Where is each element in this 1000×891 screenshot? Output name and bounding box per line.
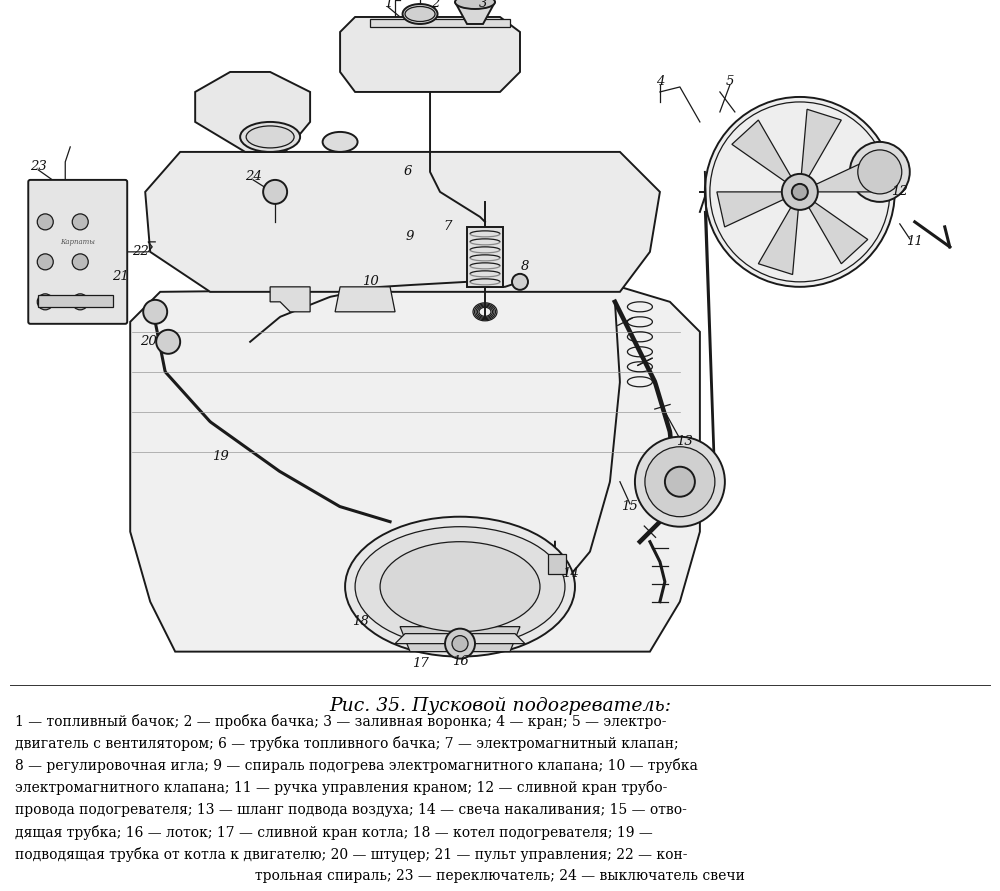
Polygon shape <box>806 199 868 264</box>
Polygon shape <box>801 110 841 182</box>
Text: дящая трубка; 16 — лоток; 17 — сливной кран котла; 18 — котел подогревателя; 19 : дящая трубка; 16 — лоток; 17 — сливной к… <box>15 825 653 839</box>
Bar <box>467 227 503 287</box>
Text: 19: 19 <box>212 450 229 463</box>
Polygon shape <box>270 287 310 312</box>
Text: Рис. 35. Пусковой подогреватель:: Рис. 35. Пусковой подогреватель: <box>329 698 671 715</box>
Text: 20: 20 <box>140 335 157 348</box>
Circle shape <box>452 635 468 651</box>
Text: 12: 12 <box>891 185 908 199</box>
Circle shape <box>665 467 695 496</box>
Circle shape <box>72 214 88 230</box>
Text: 23: 23 <box>30 160 47 174</box>
Circle shape <box>512 274 528 290</box>
Text: 1 — топливный бачок; 2 — пробка бачка; 3 — заливная воронка; 4 — кран; 5 — элект: 1 — топливный бачок; 2 — пробка бачка; 3… <box>15 714 666 729</box>
Circle shape <box>143 300 167 323</box>
Circle shape <box>37 294 53 310</box>
Bar <box>548 553 566 574</box>
Text: подводящая трубка от котла к двигателю; 20 — штуцер; 21 — пульт управления; 22 —: подводящая трубка от котла к двигателю; … <box>15 846 688 862</box>
Circle shape <box>72 254 88 270</box>
Circle shape <box>635 437 725 527</box>
Polygon shape <box>335 287 395 312</box>
Text: 1: 1 <box>384 0 392 11</box>
Circle shape <box>705 97 895 287</box>
Circle shape <box>782 174 818 210</box>
Text: 11: 11 <box>906 235 923 249</box>
Polygon shape <box>732 120 794 185</box>
Ellipse shape <box>323 132 358 151</box>
Text: 24: 24 <box>245 170 262 184</box>
Polygon shape <box>340 17 520 92</box>
Bar <box>370 19 510 27</box>
Polygon shape <box>395 634 525 643</box>
Text: 2: 2 <box>431 0 439 11</box>
Circle shape <box>858 150 902 194</box>
Text: двигатель с вентилятором; 6 — трубка топливного бачка; 7 — электромагнитный клап: двигатель с вентилятором; 6 — трубка топ… <box>15 736 679 751</box>
Circle shape <box>72 294 88 310</box>
Text: 9: 9 <box>406 231 414 243</box>
Text: 22: 22 <box>132 245 149 258</box>
Text: трольная спираль; 23 — переключатель; 24 — выключатель свечи: трольная спираль; 23 — переключатель; 24… <box>255 869 745 883</box>
Text: 8 — регулировочная игла; 9 — спираль подогрева электромагнитного клапана; 10 — т: 8 — регулировочная игла; 9 — спираль под… <box>15 758 698 773</box>
Ellipse shape <box>345 517 575 657</box>
Circle shape <box>37 254 53 270</box>
Text: 14: 14 <box>562 568 578 580</box>
Polygon shape <box>811 157 883 192</box>
Text: 17: 17 <box>412 658 428 670</box>
Polygon shape <box>195 72 310 151</box>
Text: 8: 8 <box>521 260 529 274</box>
Text: электромагнитного клапана; 11 — ручка управления краном; 12 — сливной кран трубо: электромагнитного клапана; 11 — ручка уп… <box>15 781 667 796</box>
Text: 7: 7 <box>444 220 452 233</box>
Polygon shape <box>400 626 520 651</box>
Polygon shape <box>145 151 660 292</box>
Circle shape <box>645 446 715 517</box>
Text: 18: 18 <box>352 615 368 628</box>
Circle shape <box>792 184 808 200</box>
Bar <box>38 295 113 307</box>
Ellipse shape <box>403 4 438 24</box>
Circle shape <box>850 142 910 202</box>
Text: Карпаты: Карпаты <box>60 238 95 246</box>
Text: 4: 4 <box>656 76 664 88</box>
Ellipse shape <box>246 126 294 148</box>
FancyBboxPatch shape <box>28 180 127 323</box>
Ellipse shape <box>380 542 540 632</box>
Text: провода подогревателя; 13 — шланг подвода воздуха; 14 — свеча накаливания; 15 — : провода подогревателя; 13 — шланг подвод… <box>15 803 687 816</box>
Text: 13: 13 <box>677 435 693 448</box>
Circle shape <box>156 330 180 354</box>
Circle shape <box>445 629 475 658</box>
Text: 21: 21 <box>112 270 129 283</box>
Text: 10: 10 <box>362 275 378 289</box>
Ellipse shape <box>355 527 565 647</box>
Text: 3: 3 <box>479 0 487 11</box>
Polygon shape <box>717 192 789 227</box>
Text: 16: 16 <box>452 655 468 668</box>
Polygon shape <box>455 2 495 24</box>
Text: 6: 6 <box>404 166 412 178</box>
Text: 5: 5 <box>726 76 734 88</box>
Ellipse shape <box>455 0 495 9</box>
Circle shape <box>37 214 53 230</box>
Polygon shape <box>130 287 700 651</box>
Circle shape <box>263 180 287 204</box>
Text: 15: 15 <box>622 500 638 513</box>
Ellipse shape <box>240 122 300 151</box>
Polygon shape <box>758 202 799 274</box>
